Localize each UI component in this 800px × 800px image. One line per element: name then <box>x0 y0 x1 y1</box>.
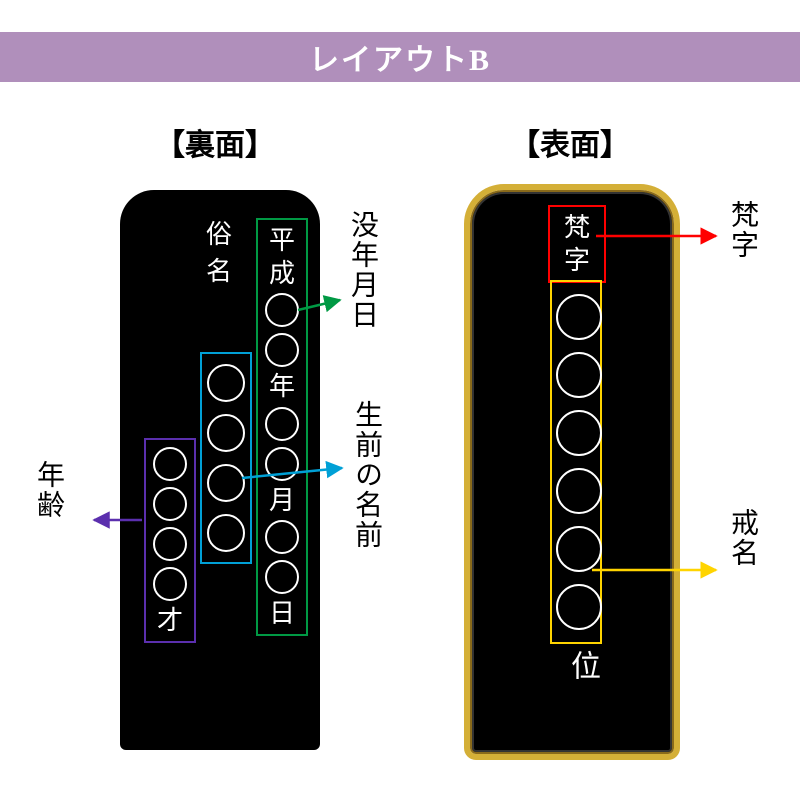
date-box: 平成年月日 <box>256 218 308 636</box>
callout-bonji: 梵字 <box>722 200 762 260</box>
title-bar: レイアウトB <box>0 32 800 82</box>
callout-date: 没年月日 <box>342 210 382 330</box>
stage: レイアウトB 【裏面】 【表面】 梵字 位 平成年月日 俗名 才 梵字 戒名 没… <box>0 0 800 800</box>
callout-name: 生前の名前 <box>346 400 386 550</box>
back-section-label: 【裏面】 <box>115 120 315 164</box>
callout-kaimyo: 戒名 <box>722 508 762 568</box>
zokumyo-box <box>200 352 252 564</box>
age-box: 才 <box>144 438 196 643</box>
callout-age: 年齢 <box>28 460 68 520</box>
i-char: 位 <box>560 650 604 684</box>
front-section-label: 【表面】 <box>470 120 670 164</box>
bonji-box: 梵字 <box>548 205 606 283</box>
kaimyo-box <box>550 280 602 644</box>
zokumyo-label: 俗名 <box>206 214 232 288</box>
